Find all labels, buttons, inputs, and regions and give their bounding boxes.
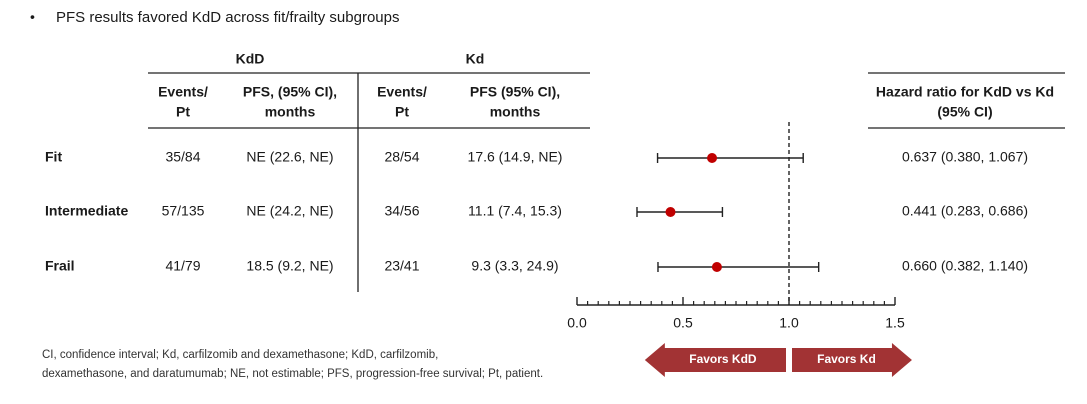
point bbox=[711, 262, 722, 272]
x-tick-label: 0.5 bbox=[673, 315, 693, 331]
table-cell: 28/54 bbox=[384, 149, 419, 165]
hr-label: 0.441 (0.283, 0.686) bbox=[902, 203, 1028, 219]
table-cell: 41/79 bbox=[165, 258, 200, 274]
arrow-left bbox=[644, 343, 786, 377]
column-header: months bbox=[490, 104, 541, 120]
arrow-right bbox=[792, 343, 912, 377]
arrow-label: Favors KdD bbox=[689, 352, 757, 366]
table-cell: NE (24.2, NE) bbox=[246, 203, 333, 219]
table-cell: 17.6 (14.9, NE) bbox=[468, 149, 563, 165]
row-label: Frail bbox=[45, 258, 75, 274]
group-header: KdD bbox=[236, 51, 265, 67]
footnote: dexamethasone, and daratumumab; NE, not … bbox=[42, 368, 543, 380]
column-header: Pt bbox=[176, 104, 190, 120]
table-cell: 18.5 (9.2, NE) bbox=[246, 258, 333, 274]
row-label: Fit bbox=[45, 149, 62, 165]
table-cell: NE (22.6, NE) bbox=[246, 149, 333, 165]
hr-label: 0.637 (0.380, 1.067) bbox=[902, 149, 1028, 165]
column-header: PFS, (95% CI), bbox=[243, 84, 337, 100]
row-label: Intermediate bbox=[45, 203, 128, 219]
hr-header: Hazard ratio for KdD vs Kd bbox=[876, 84, 1054, 100]
point bbox=[665, 207, 676, 217]
column-header: months bbox=[265, 104, 316, 120]
point bbox=[707, 153, 718, 163]
bullet-mark: • bbox=[30, 9, 35, 25]
footnote: CI, confidence interval; Kd, carfilzomib… bbox=[42, 349, 438, 361]
table-cell: 23/41 bbox=[384, 258, 419, 274]
table-cell: 35/84 bbox=[165, 149, 200, 165]
column-header: Events/ bbox=[377, 84, 427, 100]
group-header: Kd bbox=[466, 51, 485, 67]
hr-label: 0.660 (0.382, 1.140) bbox=[902, 258, 1028, 274]
table-cell: 11.1 (7.4, 15.3) bbox=[468, 203, 562, 219]
column-header: Events/ bbox=[158, 84, 208, 100]
table-cell: 57/135 bbox=[162, 203, 205, 219]
table-cell: 9.3 (3.3, 24.9) bbox=[471, 258, 558, 274]
x-tick-label: 1.0 bbox=[779, 315, 799, 331]
arrow-label: Favors Kd bbox=[817, 352, 876, 366]
bullet-text: PFS results favored KdD across fit/frail… bbox=[56, 9, 399, 26]
hr-header: (95% CI) bbox=[937, 104, 992, 120]
column-header: PFS (95% CI), bbox=[470, 84, 560, 100]
x-tick-label: 0.0 bbox=[567, 315, 587, 331]
x-tick-label: 1.5 bbox=[885, 315, 905, 331]
table-cell: 34/56 bbox=[384, 203, 419, 219]
column-header: Pt bbox=[395, 104, 409, 120]
